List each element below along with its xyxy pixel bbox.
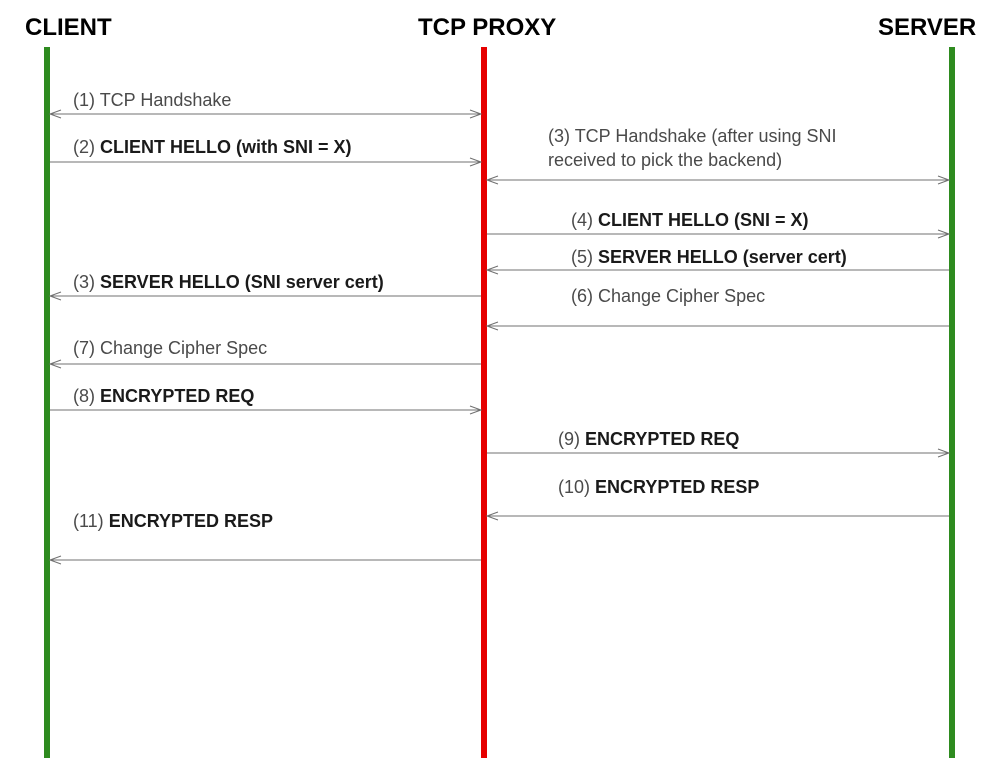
message-number: (3) <box>73 272 100 292</box>
lifeline-proxy <box>481 47 487 758</box>
message-text-bold: SERVER HELLO (SNI server cert) <box>100 272 384 292</box>
message-label: (10) ENCRYPTED RESP <box>558 477 759 498</box>
message-arrow <box>487 508 949 524</box>
message-label: (5) SERVER HELLO (server cert) <box>571 247 847 268</box>
message-label: (3) SERVER HELLO (SNI server cert) <box>73 272 384 293</box>
message-arrow <box>487 318 949 334</box>
message-number: (11) <box>73 511 109 531</box>
message-number: (2) <box>73 137 100 157</box>
lifeline-server <box>949 47 955 758</box>
message-number: (9) <box>558 429 585 449</box>
message-text: received to pick the backend) <box>548 150 782 170</box>
message-label: (1) TCP Handshake <box>73 90 231 111</box>
message-text-bold: CLIENT HELLO (SNI = X) <box>598 210 809 230</box>
message-text: TCP Handshake <box>100 90 232 110</box>
message-number: (6) <box>571 286 598 306</box>
message-label: (7) Change Cipher Spec <box>73 338 267 359</box>
actor-title-proxy: TCP PROXY <box>418 14 556 42</box>
message-text-bold: ENCRYPTED REQ <box>100 386 254 406</box>
message-text-bold: CLIENT HELLO (with SNI = X) <box>100 137 352 157</box>
message-text-bold: ENCRYPTED RESP <box>109 511 273 531</box>
message-text: TCP Handshake (after using SNI <box>575 126 837 146</box>
message-label: (3) TCP Handshake (after using SNI <box>548 126 836 147</box>
message-number: (7) <box>73 338 100 358</box>
message-label: (8) ENCRYPTED REQ <box>73 386 254 407</box>
message-label: (6) Change Cipher Spec <box>571 286 765 307</box>
message-label-line2: received to pick the backend) <box>548 150 782 171</box>
message-text: Change Cipher Spec <box>100 338 267 358</box>
message-number: (5) <box>571 247 598 267</box>
message-arrow <box>50 552 481 568</box>
message-text-bold: ENCRYPTED REQ <box>585 429 739 449</box>
actor-title-client: CLIENT <box>25 14 112 42</box>
message-label: (11) ENCRYPTED RESP <box>73 511 273 532</box>
message-arrow <box>487 172 949 188</box>
message-number: (10) <box>558 477 595 497</box>
message-number: (3) <box>548 126 575 146</box>
message-number: (4) <box>571 210 598 230</box>
message-text-bold: ENCRYPTED RESP <box>595 477 759 497</box>
message-text-bold: SERVER HELLO (server cert) <box>598 247 847 267</box>
message-label: (9) ENCRYPTED REQ <box>558 429 739 450</box>
message-number: (8) <box>73 386 100 406</box>
message-label: (2) CLIENT HELLO (with SNI = X) <box>73 137 352 158</box>
actor-title-server: SERVER <box>878 14 976 42</box>
message-text: Change Cipher Spec <box>598 286 765 306</box>
message-number: (1) <box>73 90 100 110</box>
message-label: (4) CLIENT HELLO (SNI = X) <box>571 210 809 231</box>
sequence-diagram: CLIENT TCP PROXY SERVER (1) TCP Handshak… <box>0 0 999 783</box>
